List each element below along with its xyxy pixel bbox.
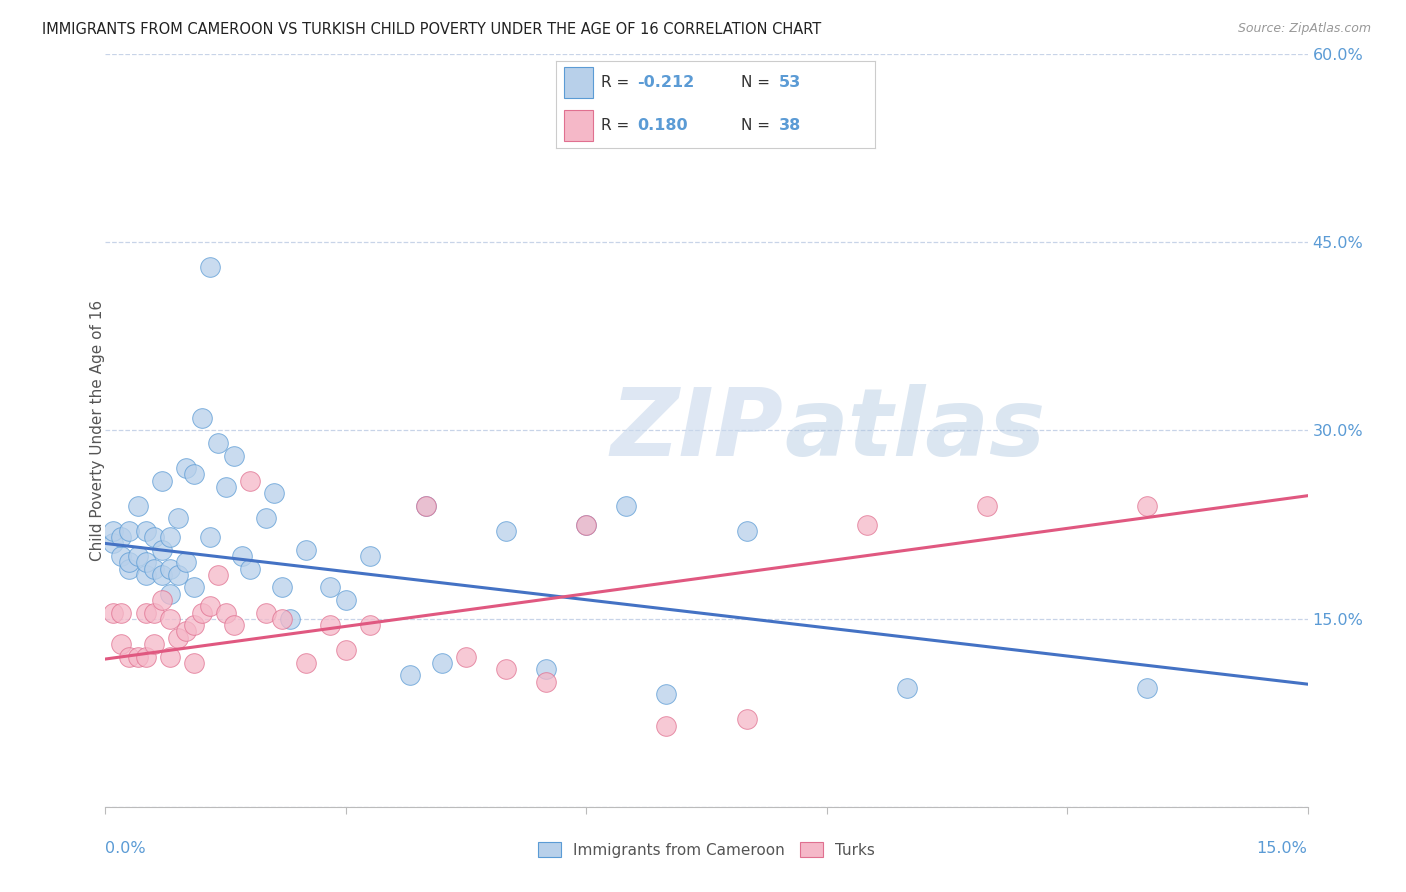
Point: [263, 486, 285, 500]
Point: [735, 712, 758, 726]
Point: [575, 517, 598, 532]
Point: [166, 631, 188, 645]
Point: [135, 567, 157, 582]
Point: [118, 561, 141, 575]
Point: [855, 517, 877, 532]
Point: [495, 662, 517, 676]
Point: [454, 649, 477, 664]
Point: [655, 718, 678, 732]
Point: [174, 624, 197, 639]
Point: [142, 637, 165, 651]
Point: [166, 567, 188, 582]
Point: [135, 606, 157, 620]
Point: [319, 581, 342, 595]
Point: [976, 499, 998, 513]
Point: [127, 649, 149, 664]
Point: [198, 530, 221, 544]
Text: atlas: atlas: [785, 384, 1046, 476]
Point: [495, 524, 517, 538]
Point: [896, 681, 918, 695]
Point: [190, 606, 212, 620]
Point: [150, 567, 173, 582]
Point: [159, 530, 181, 544]
Point: [159, 587, 181, 601]
Text: Source: ZipAtlas.com: Source: ZipAtlas.com: [1237, 22, 1371, 36]
Point: [534, 662, 557, 676]
Point: [110, 530, 132, 544]
Point: [198, 260, 221, 274]
Text: 15.0%: 15.0%: [1257, 841, 1308, 856]
Point: [110, 606, 132, 620]
Point: [135, 649, 157, 664]
Point: [231, 549, 253, 563]
Point: [430, 656, 453, 670]
Point: [142, 530, 165, 544]
Point: [183, 618, 205, 632]
Point: [190, 410, 212, 425]
Text: 0.0%: 0.0%: [105, 841, 146, 856]
Point: [214, 480, 236, 494]
Point: [142, 606, 165, 620]
Point: [1136, 499, 1159, 513]
Point: [359, 549, 381, 563]
Point: [534, 674, 557, 689]
Legend: Immigrants from Cameroon, Turks: Immigrants from Cameroon, Turks: [531, 836, 882, 863]
Point: [150, 593, 173, 607]
Text: ZIP: ZIP: [610, 384, 783, 476]
Point: [575, 517, 598, 532]
Point: [150, 542, 173, 557]
Point: [142, 561, 165, 575]
Point: [415, 499, 437, 513]
Point: [103, 536, 125, 550]
Point: [207, 567, 229, 582]
Point: [103, 524, 125, 538]
Point: [655, 687, 678, 701]
Point: [415, 499, 437, 513]
Point: [359, 618, 381, 632]
Point: [1136, 681, 1159, 695]
Point: [270, 581, 292, 595]
Point: [118, 555, 141, 569]
Point: [198, 599, 221, 614]
Point: [150, 474, 173, 488]
Point: [239, 474, 262, 488]
Point: [335, 593, 357, 607]
Point: [222, 618, 245, 632]
Point: [135, 555, 157, 569]
Point: [335, 643, 357, 657]
Point: [159, 612, 181, 626]
Point: [159, 561, 181, 575]
Point: [110, 637, 132, 651]
Point: [278, 612, 301, 626]
Point: [319, 618, 342, 632]
Point: [103, 606, 125, 620]
Point: [183, 581, 205, 595]
Point: [214, 606, 236, 620]
Point: [254, 511, 277, 525]
Point: [735, 524, 758, 538]
Point: [110, 549, 132, 563]
Point: [174, 461, 197, 475]
Point: [399, 668, 422, 682]
Point: [127, 549, 149, 563]
Point: [166, 511, 188, 525]
Point: [183, 656, 205, 670]
Point: [127, 499, 149, 513]
Point: [135, 524, 157, 538]
Point: [159, 649, 181, 664]
Point: [239, 561, 262, 575]
Point: [118, 524, 141, 538]
Point: [295, 656, 318, 670]
Point: [270, 612, 292, 626]
Point: [183, 467, 205, 482]
Y-axis label: Child Poverty Under the Age of 16: Child Poverty Under the Age of 16: [90, 300, 104, 561]
Point: [295, 542, 318, 557]
Point: [616, 499, 638, 513]
Point: [222, 449, 245, 463]
Text: IMMIGRANTS FROM CAMEROON VS TURKISH CHILD POVERTY UNDER THE AGE OF 16 CORRELATIO: IMMIGRANTS FROM CAMEROON VS TURKISH CHIL…: [42, 22, 821, 37]
Point: [254, 606, 277, 620]
Point: [207, 436, 229, 450]
Point: [118, 649, 141, 664]
Point: [174, 555, 197, 569]
